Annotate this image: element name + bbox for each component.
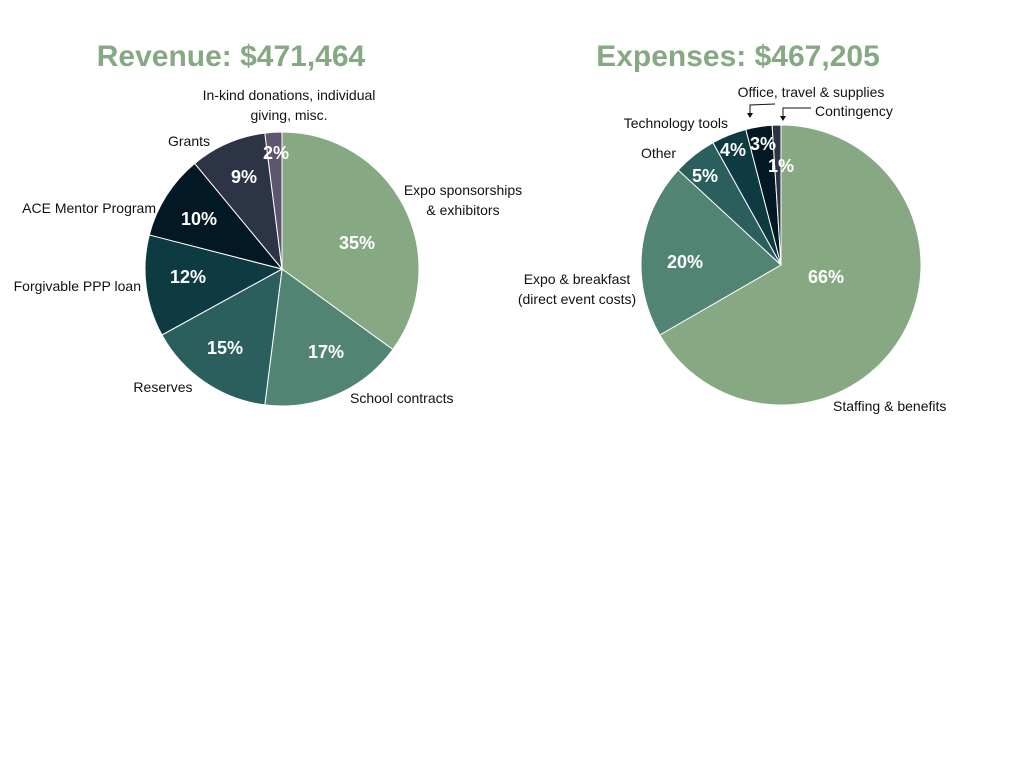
pie-slice-ace-mentor-program	[148, 162, 284, 270]
slice-value-label: 2%	[263, 143, 289, 163]
slice-category-label: School contracts	[350, 390, 454, 406]
slice-value-label: 17%	[308, 342, 344, 362]
slice-value-label: 15%	[207, 338, 243, 358]
slice-category-label: ACE Mentor Program	[22, 200, 156, 216]
slice-value-label: 1%	[768, 156, 794, 176]
slice-value-label: 12%	[170, 267, 206, 287]
leader-arrowhead	[747, 113, 753, 118]
slice-category-label: Technology tools	[624, 115, 728, 131]
slice-value-label: 5%	[692, 166, 718, 186]
slice-value-label: 3%	[750, 134, 776, 154]
leader-line	[782, 107, 811, 117]
slice-value-label: 35%	[339, 233, 375, 253]
slice-category-label: Expo & breakfast (direct event costs)	[518, 271, 636, 307]
revenue-pie-chart: Revenue: $471,464 35% Expo sponsorships & …	[14, 40, 522, 407]
slice-category-label: Contingency	[815, 103, 893, 119]
pie-slice-contingency	[771, 124, 782, 266]
slice-category-label: Grants	[168, 133, 210, 149]
expenses-pie-chart: Expenses: $467,205 66% Staffing & benefit…	[518, 40, 947, 414]
slice-value-label: 9%	[231, 167, 257, 187]
pie-slice-school-contracts	[264, 268, 394, 407]
leader-arrowhead	[780, 116, 786, 121]
slice-value-label: 4%	[720, 140, 746, 160]
leader-line	[749, 103, 776, 114]
slice-category-label: Other	[641, 145, 676, 161]
revenue-chart-title: Revenue: $471,464	[97, 40, 366, 73]
slice-category-label: Forgivable PPP loan	[14, 278, 141, 294]
expenses-chart-title: Expenses: $467,205	[596, 40, 880, 73]
slice-category-label: Expo sponsorships & exhibitors	[404, 182, 522, 218]
slice-value-label: 20%	[667, 252, 703, 272]
slice-category-label: Office, travel & supplies	[738, 84, 885, 100]
slice-value-label: 10%	[181, 209, 217, 229]
pie-slice-in-kind-donations-individual-giving-misc	[264, 131, 283, 270]
pie-slice-staffing-and-benefits	[659, 124, 922, 406]
pie-slice-forgivable-ppp-loan	[144, 234, 284, 336]
slice-category-label: In-kind donations, individual giving, mis…	[203, 87, 376, 123]
pie-slice-reserves	[161, 268, 283, 406]
slice-category-label: Staffing & benefits	[833, 398, 946, 414]
pie-slice-expo-sponsorships-and-exhibitors	[281, 131, 420, 351]
slice-category-label: Reserves	[133, 379, 192, 395]
slice-value-label: 66%	[808, 267, 844, 287]
pie-slice-expo-and-breakfast-direct-event-costs	[640, 169, 782, 336]
